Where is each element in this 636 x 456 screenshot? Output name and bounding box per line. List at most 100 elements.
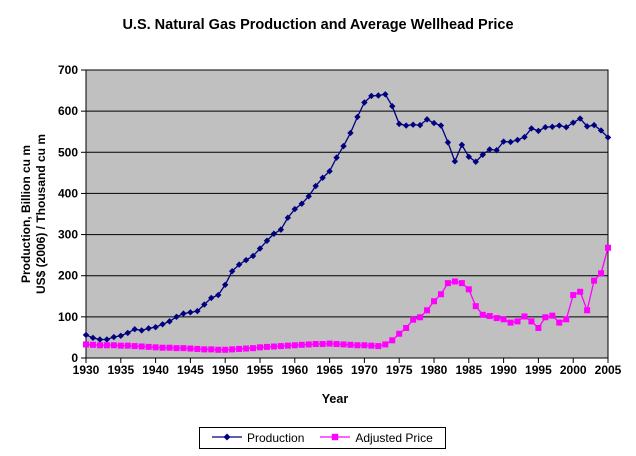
adjusted-price-marker bbox=[570, 292, 577, 299]
x-tick-label: 1975 bbox=[386, 363, 413, 377]
production-marker bbox=[451, 158, 459, 165]
production-marker bbox=[583, 123, 591, 130]
production-marker bbox=[208, 294, 215, 302]
adjusted-price-marker bbox=[284, 342, 291, 349]
adjusted-price-marker bbox=[444, 280, 451, 287]
adjusted-price-marker bbox=[159, 344, 166, 351]
production-marker bbox=[340, 142, 347, 150]
adjusted-price-marker bbox=[194, 345, 201, 352]
production-marker bbox=[284, 214, 292, 221]
adjusted-price-marker bbox=[424, 307, 431, 314]
production-marker bbox=[389, 103, 396, 110]
production-marker bbox=[312, 182, 319, 190]
production-legend-marker-icon bbox=[212, 429, 242, 447]
production-marker bbox=[486, 146, 493, 153]
adjusted-price-marker bbox=[417, 314, 424, 321]
production-marker bbox=[228, 267, 236, 275]
production-marker bbox=[521, 133, 528, 141]
production-marker bbox=[222, 281, 229, 288]
production-marker bbox=[423, 116, 431, 123]
adjusted-price-marker bbox=[124, 342, 131, 349]
adjusted-price-marker bbox=[110, 342, 117, 349]
production-marker bbox=[201, 301, 208, 308]
production-marker bbox=[437, 122, 445, 129]
production-marker bbox=[347, 129, 354, 137]
adjusted-price-marker bbox=[236, 345, 243, 352]
adjusted-price-marker bbox=[319, 341, 326, 348]
plot-background bbox=[86, 70, 608, 358]
x-tick-label: 1945 bbox=[177, 363, 204, 377]
adjusted-price-marker bbox=[201, 346, 208, 353]
adjusted-price-marker bbox=[263, 343, 270, 350]
production-marker bbox=[103, 336, 111, 343]
adjusted-price-marker bbox=[437, 291, 444, 298]
adjusted-price-marker bbox=[215, 346, 222, 353]
production-marker bbox=[305, 193, 312, 200]
production-marker bbox=[215, 291, 222, 299]
production-marker bbox=[409, 121, 417, 128]
production-marker bbox=[563, 123, 570, 131]
adjusted-price-marker bbox=[368, 342, 375, 349]
legend: Production Adjusted Price bbox=[199, 427, 446, 449]
adjusted-price-marker bbox=[598, 270, 605, 277]
x-tick-label: 2005 bbox=[595, 363, 622, 377]
y-axis-title-line1: Production, Billion cu m bbox=[19, 145, 33, 284]
adjusted-price-marker bbox=[291, 342, 298, 349]
x-tick-label: 1980 bbox=[421, 363, 448, 377]
production-marker bbox=[152, 323, 159, 331]
production-marker bbox=[402, 122, 410, 129]
legend-diamond bbox=[223, 433, 231, 441]
production-marker bbox=[528, 125, 535, 132]
y-axis-title-line2: US$ (2006) / Thousand cu m bbox=[34, 133, 48, 295]
legend-entry-adjusted-price: Adjusted Price bbox=[320, 429, 433, 447]
production-marker bbox=[235, 261, 243, 268]
adjusted-price-marker bbox=[410, 316, 417, 323]
production-marker bbox=[131, 326, 138, 333]
y-tick-label: 700 bbox=[58, 63, 78, 77]
adjusted-price-marker bbox=[389, 337, 396, 344]
series-production bbox=[82, 91, 612, 343]
adjusted-price-marker bbox=[117, 342, 124, 349]
production-marker bbox=[375, 92, 382, 99]
production-marker bbox=[361, 99, 368, 106]
production-marker bbox=[326, 168, 333, 175]
production-marker bbox=[549, 123, 556, 130]
production-marker bbox=[556, 122, 563, 129]
adjusted-price-marker bbox=[326, 340, 333, 347]
production-marker bbox=[430, 119, 438, 127]
adjusted-price-marker bbox=[340, 341, 347, 348]
production-marker bbox=[124, 329, 131, 337]
adjusted-price-marker bbox=[507, 319, 514, 326]
adjusted-price-marker bbox=[354, 342, 361, 349]
x-tick-label: 2000 bbox=[560, 363, 587, 377]
production-marker bbox=[576, 115, 584, 122]
production-marker bbox=[382, 91, 389, 98]
adjusted-price-marker bbox=[431, 298, 437, 305]
production-marker bbox=[542, 123, 549, 131]
production-marker bbox=[110, 333, 118, 341]
production-marker bbox=[590, 121, 598, 129]
y-tick-label: 200 bbox=[58, 269, 78, 283]
production-marker bbox=[319, 174, 326, 181]
adjusted-price-marker bbox=[243, 345, 250, 352]
production-marker bbox=[166, 318, 173, 325]
adjusted-price-marker bbox=[605, 244, 611, 251]
adjusted-price-marker bbox=[166, 344, 173, 351]
production-marker bbox=[500, 138, 507, 145]
adjusted-price-marker bbox=[257, 344, 263, 351]
x-tick-label: 1935 bbox=[107, 363, 134, 377]
adjusted-price-marker bbox=[465, 286, 472, 293]
legend-label-adjusted-price: Adjusted Price bbox=[355, 431, 433, 445]
adjusted-price-marker bbox=[208, 346, 215, 353]
adjusted-price-marker bbox=[152, 344, 159, 351]
adjusted-price-marker bbox=[298, 341, 305, 348]
production-marker bbox=[242, 256, 250, 264]
adjusted-price-marker bbox=[549, 312, 556, 319]
production-marker bbox=[180, 310, 187, 317]
adjusted-price-marker bbox=[591, 277, 598, 284]
adjusted-price-marker bbox=[521, 313, 528, 320]
x-tick-label: 1990 bbox=[490, 363, 517, 377]
adjusted-price-marker bbox=[333, 341, 340, 348]
production-marker bbox=[507, 138, 514, 146]
